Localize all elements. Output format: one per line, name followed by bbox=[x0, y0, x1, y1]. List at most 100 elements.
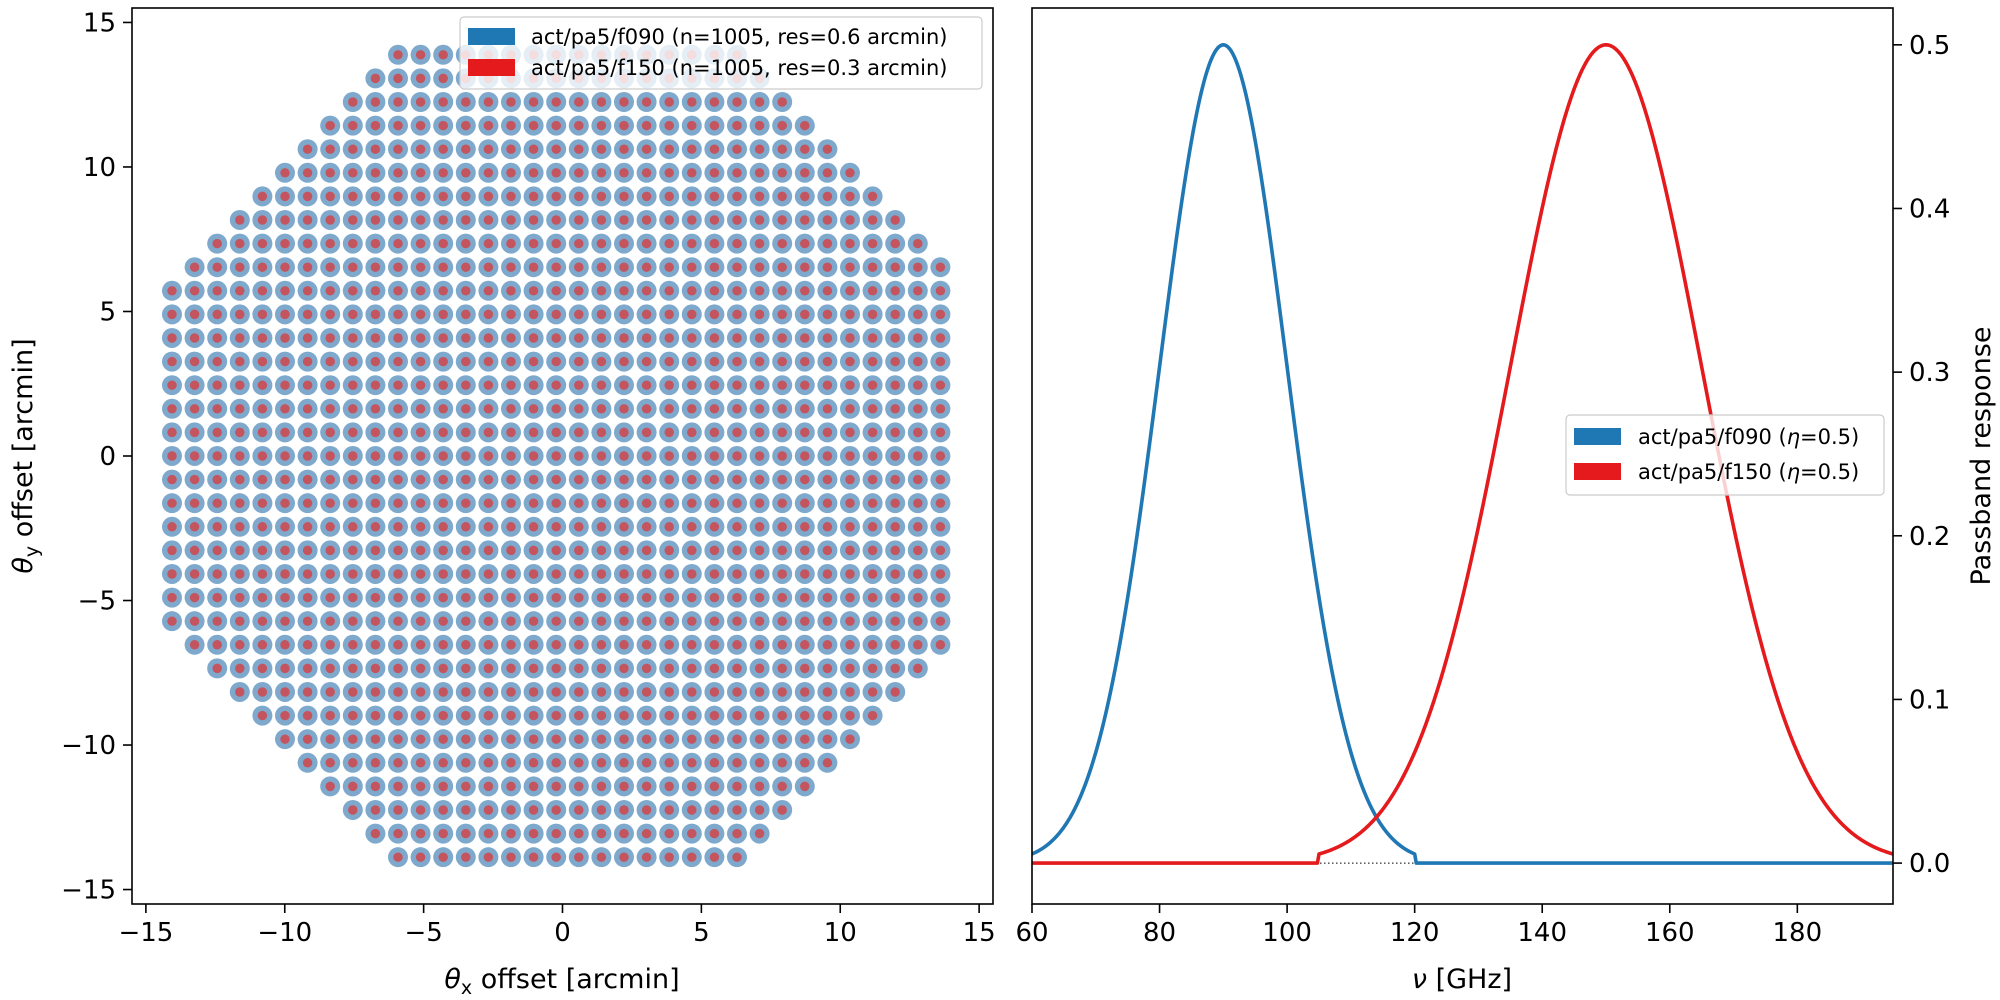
dot-f150 bbox=[845, 687, 855, 697]
dot-f150 bbox=[235, 404, 245, 414]
dot-f150 bbox=[822, 262, 833, 272]
dot-f150 bbox=[483, 97, 494, 107]
dot-f150 bbox=[348, 286, 358, 296]
dot-f150 bbox=[212, 238, 222, 249]
dot-f150 bbox=[845, 404, 855, 414]
dot-f150 bbox=[325, 687, 335, 697]
dot-f150 bbox=[664, 522, 674, 532]
dot-f150 bbox=[189, 522, 200, 532]
dot-f150 bbox=[822, 592, 833, 603]
dot-f150 bbox=[280, 734, 290, 744]
dot-f150 bbox=[935, 356, 946, 367]
dot-f150 bbox=[483, 144, 494, 154]
dot-f150 bbox=[415, 758, 426, 768]
legend-swatch-f150 bbox=[468, 59, 515, 76]
dot-f150 bbox=[438, 781, 448, 792]
dot-f150 bbox=[280, 474, 290, 485]
dot-f150 bbox=[348, 498, 358, 508]
dot-f150 bbox=[393, 828, 403, 839]
passband-curve-f150 bbox=[1031, 43, 1894, 865]
dot-f150 bbox=[574, 663, 584, 674]
dot-f150 bbox=[641, 215, 652, 225]
dot-f150 bbox=[438, 427, 448, 438]
dot-f150 bbox=[574, 191, 584, 202]
dot-f150 bbox=[348, 687, 358, 697]
dot-f150 bbox=[641, 404, 652, 414]
dot-f150 bbox=[754, 545, 765, 556]
dot-f150 bbox=[822, 522, 833, 532]
dot-f150 bbox=[732, 663, 742, 674]
dot-f150 bbox=[325, 380, 335, 390]
dot-f150 bbox=[528, 120, 539, 131]
dot-f150 bbox=[867, 569, 878, 579]
dot-f150 bbox=[687, 262, 697, 272]
dot-f150 bbox=[415, 545, 426, 556]
dot-f150 bbox=[800, 191, 810, 202]
dot-f150 bbox=[393, 498, 403, 508]
dot-f150 bbox=[528, 333, 539, 343]
x-axis-label: ν [GHz] bbox=[1412, 964, 1512, 995]
dot-f150 bbox=[800, 262, 810, 272]
dot-f150 bbox=[845, 663, 855, 674]
dot-f150 bbox=[528, 451, 539, 461]
dot-f150 bbox=[551, 687, 561, 697]
dot-f150 bbox=[528, 569, 539, 579]
dot-f150 bbox=[302, 262, 313, 272]
dot-f150 bbox=[777, 569, 787, 579]
dot-f150 bbox=[935, 404, 946, 414]
dot-f150 bbox=[370, 73, 381, 84]
legend-swatch-f090 bbox=[1574, 428, 1621, 445]
dot-f150 bbox=[935, 474, 946, 485]
focal-plane-panel: −15 −10 −5 0 5 10 15 −15 −10 −5 0 5 10 15 θx offset … bbox=[8, 7, 996, 999]
dot-f150 bbox=[415, 687, 426, 697]
dot-f150 bbox=[438, 663, 448, 674]
dot-f150 bbox=[574, 286, 584, 296]
dot-f150 bbox=[506, 120, 516, 131]
dot-f150 bbox=[257, 687, 268, 697]
dot-f150 bbox=[709, 828, 720, 839]
dot-f150 bbox=[393, 687, 403, 697]
dot-f150 bbox=[619, 734, 629, 744]
dot-f150 bbox=[438, 333, 448, 343]
dot-f150 bbox=[506, 309, 516, 320]
dot-f150 bbox=[596, 781, 607, 792]
dot-f150 bbox=[280, 498, 290, 508]
dot-f150 bbox=[619, 805, 629, 815]
dot-f150 bbox=[867, 238, 878, 249]
dot-f150 bbox=[800, 569, 810, 579]
dot-f150 bbox=[551, 451, 561, 461]
dot-f150 bbox=[709, 97, 720, 107]
dot-f150 bbox=[596, 663, 607, 674]
dot-f150 bbox=[777, 356, 787, 367]
y-tick-label: 0.4 bbox=[1909, 194, 1950, 224]
dot-f150 bbox=[687, 522, 697, 532]
dot-f150 bbox=[415, 286, 426, 296]
dot-f150 bbox=[438, 262, 448, 272]
dot-f150 bbox=[596, 309, 607, 320]
dot-f150 bbox=[777, 710, 787, 721]
dot-f150 bbox=[574, 592, 584, 603]
dot-f150 bbox=[687, 356, 697, 367]
legend-label-f090: act/pa5/f090 (η=0.5) bbox=[1638, 425, 1859, 449]
dot-f150 bbox=[325, 545, 335, 556]
dot-f150 bbox=[528, 168, 539, 178]
dot-f150 bbox=[664, 710, 674, 721]
dot-f150 bbox=[212, 474, 222, 485]
dot-f150 bbox=[822, 168, 833, 178]
dot-f150 bbox=[754, 758, 765, 768]
dot-f150 bbox=[619, 592, 629, 603]
dot-f150 bbox=[167, 380, 177, 390]
dot-f150 bbox=[596, 852, 607, 862]
dot-f150 bbox=[461, 781, 471, 792]
dot-f150 bbox=[506, 616, 516, 626]
dot-f150 bbox=[596, 828, 607, 839]
dot-f150 bbox=[461, 616, 471, 626]
dot-f150 bbox=[867, 286, 878, 296]
dot-f150 bbox=[754, 592, 765, 603]
dot-f150 bbox=[687, 663, 697, 674]
y-axis-label: Passband response bbox=[1966, 327, 1997, 586]
dot-f150 bbox=[506, 97, 516, 107]
dot-f150 bbox=[393, 309, 403, 320]
dot-f150 bbox=[348, 97, 358, 107]
dot-f150 bbox=[325, 404, 335, 414]
